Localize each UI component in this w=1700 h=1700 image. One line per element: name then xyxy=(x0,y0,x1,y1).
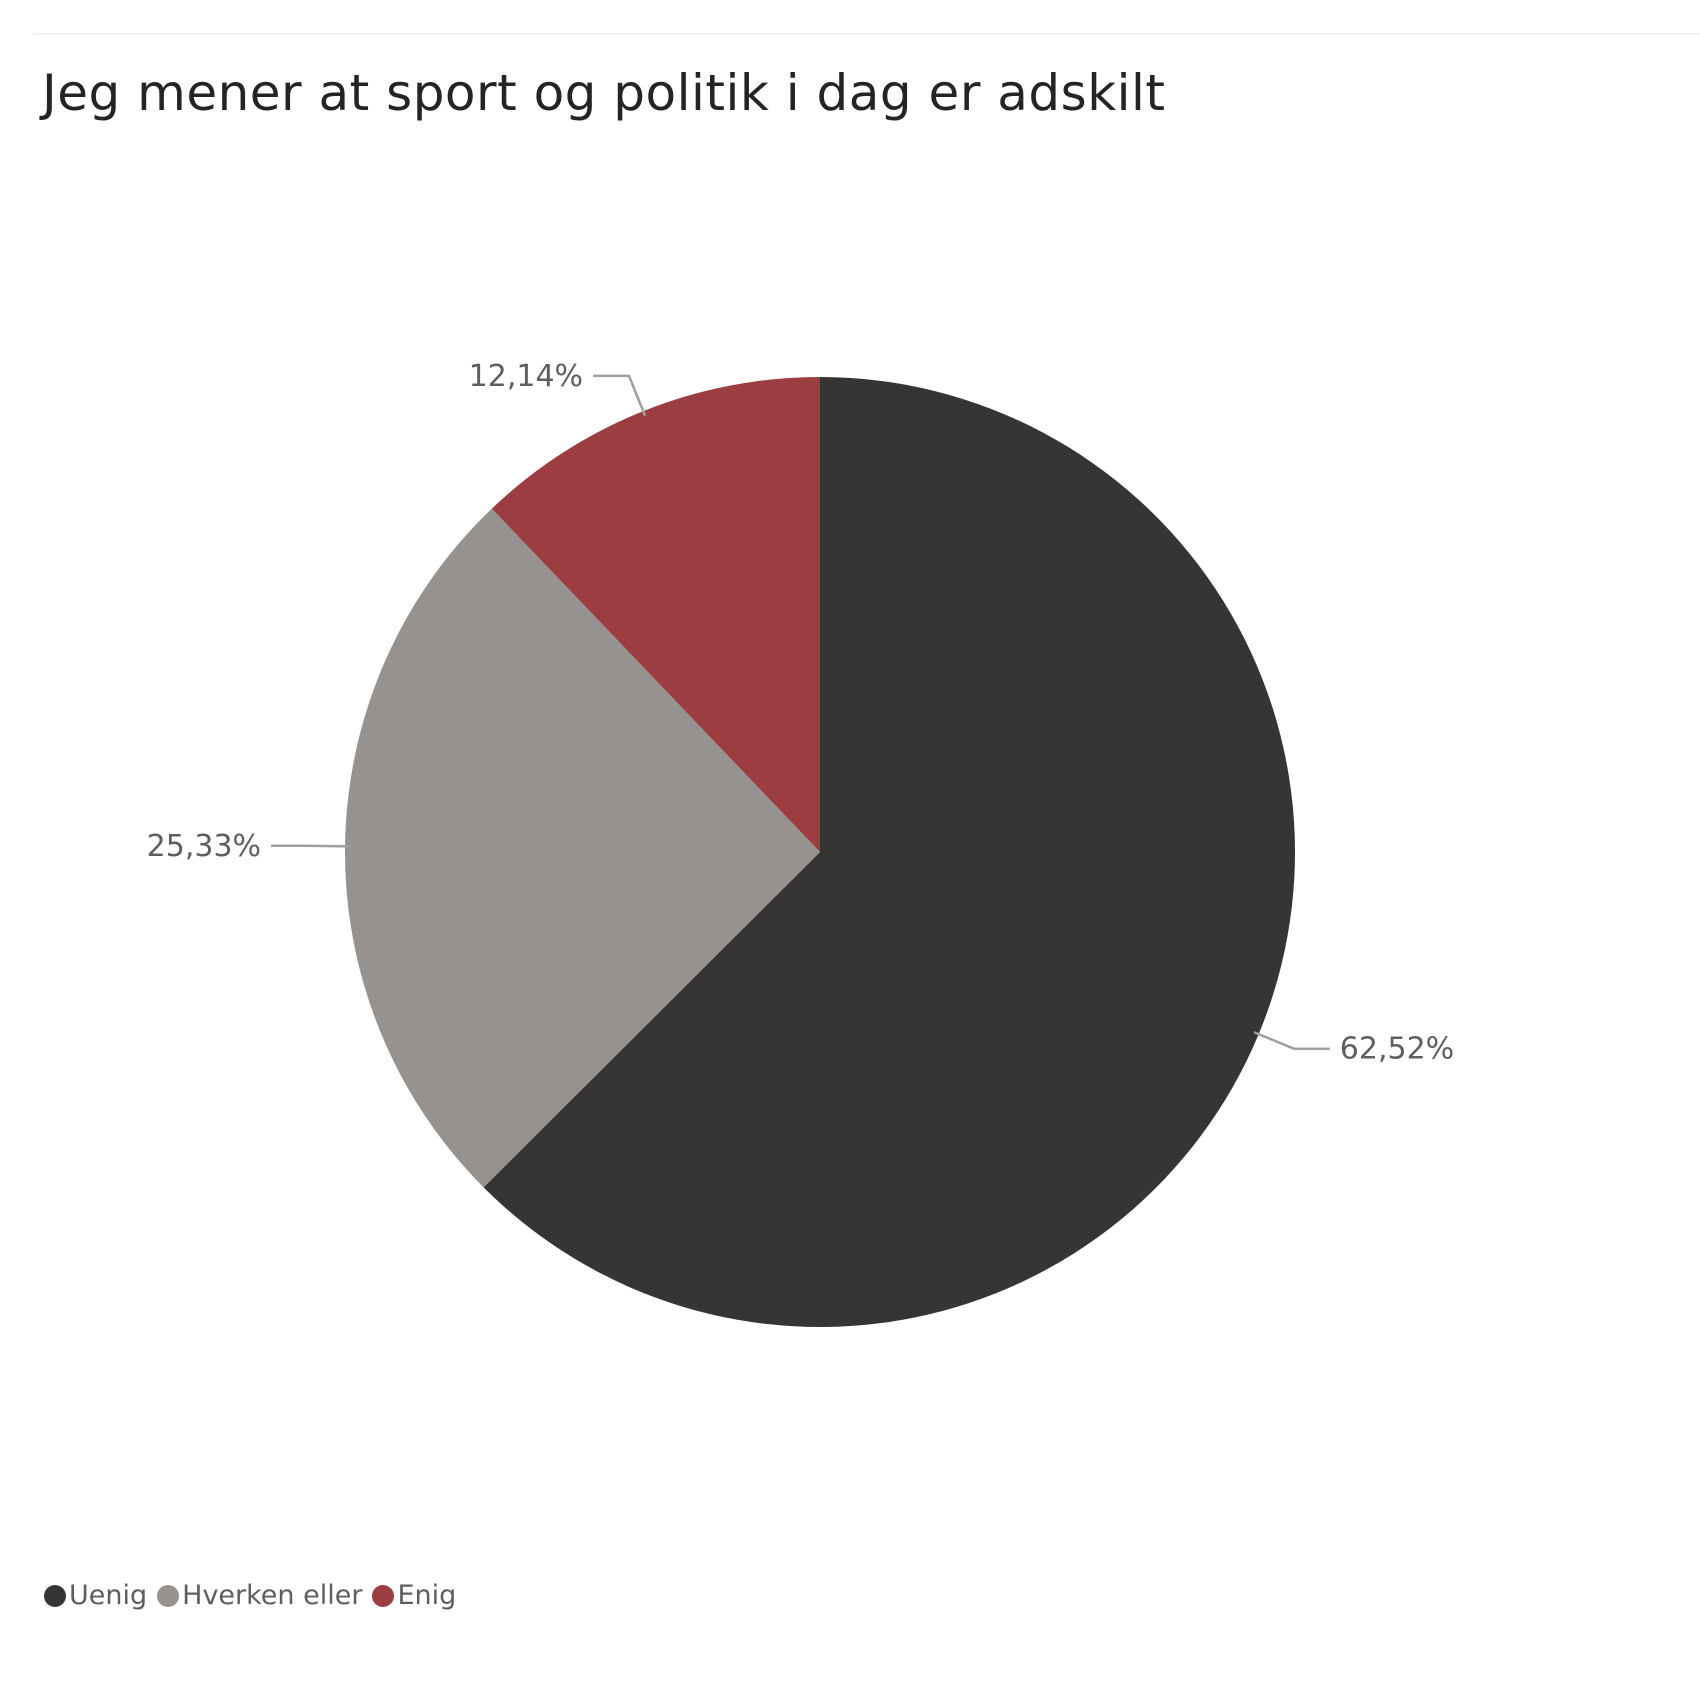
pie-slice-enig[interactable] xyxy=(491,377,820,852)
leader-line-uenig xyxy=(1253,1031,1330,1050)
pie-slice-uenig[interactable] xyxy=(483,377,1296,1328)
data-label-hverken-eller: 25,33% xyxy=(147,829,261,864)
legend-marker xyxy=(157,1584,180,1607)
legend-item-uenig[interactable]: Uenig xyxy=(44,1580,147,1611)
legend-label: Uenig xyxy=(69,1580,148,1611)
legend-label: Enig xyxy=(397,1580,457,1611)
leader-line-enig xyxy=(593,374,647,417)
top-divider xyxy=(33,33,1700,35)
chart-title: Jeg mener at sport og politik i dag er a… xyxy=(42,64,1166,122)
leader-line-hverken-eller xyxy=(271,844,351,848)
data-label-enig: 12,14% xyxy=(469,359,583,394)
data-label-uenig: 62,52% xyxy=(1340,1032,1454,1067)
legend: Uenig Hverken eller Enig xyxy=(44,1580,466,1611)
legend-marker xyxy=(44,1584,66,1607)
legend-item-hverken-eller[interactable]: Hverken eller xyxy=(157,1580,362,1611)
pie-slice-hverken-eller[interactable] xyxy=(345,508,820,1188)
legend-label: Hverken eller xyxy=(182,1580,363,1611)
legend-marker xyxy=(372,1584,395,1607)
legend-item-enig[interactable]: Enig xyxy=(372,1580,456,1611)
